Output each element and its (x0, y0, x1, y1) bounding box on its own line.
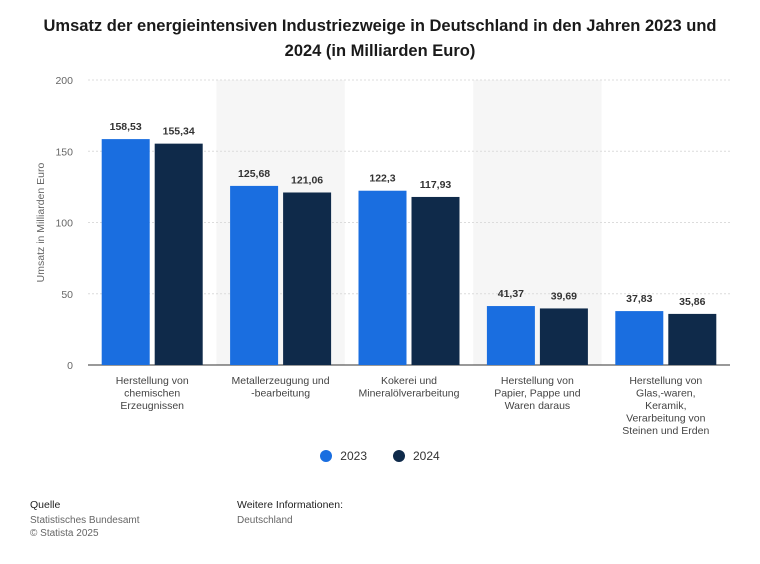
bar-2023-0 (101, 139, 150, 365)
x-tick-label-0-1: chemischen (124, 388, 180, 400)
x-tick-label-0-0: Herstellung von (116, 375, 189, 387)
data-label-2023-2: 122,3 (369, 173, 395, 185)
legend-item-2023[interactable]: 2023 (320, 449, 367, 463)
bar-2024-1 (283, 192, 332, 365)
x-tick-label-2-1: Mineralölverarbeitung (359, 388, 460, 400)
x-tick-label-4-1: Glas,-waren, (636, 388, 696, 400)
legend-item-2024[interactable]: 2024 (393, 449, 440, 463)
y-tick-label-0: 0 (67, 360, 73, 372)
y-tick-label-100: 100 (55, 218, 73, 230)
x-tick-label-3-0: Herstellung von (501, 375, 574, 387)
info-heading: Weitere Informationen: (237, 499, 344, 511)
data-label-2024-2: 117,93 (420, 179, 452, 191)
data-label-2023-3: 41,37 (498, 288, 524, 300)
x-tick-label-4-4: Steinen und Erden (622, 425, 709, 437)
x-tick-label-4-2: Keramik, (645, 400, 686, 412)
x-tick-label-4-3: Verarbeitung von (626, 413, 706, 425)
source-line-1[interactable]: Statistisches Bundesamt (30, 515, 140, 526)
y-tick-label-50: 50 (61, 289, 73, 301)
x-tick-label-1-1: -bearbeitung (251, 388, 310, 400)
info-block: Weitere Informationen: Deutschland (237, 499, 343, 527)
x-tick-label-3-2: Waren daraus (505, 400, 571, 412)
y-tick-label-150: 150 (55, 146, 73, 158)
bar-2023-4 (615, 311, 664, 365)
bar-2023-3 (486, 306, 535, 365)
bar-2024-2 (411, 196, 460, 365)
x-tick-label-1-0: Metallerzeugung und (232, 375, 330, 387)
source-line-2: © Statista 2025 (30, 528, 99, 539)
bar-2024-0 (154, 143, 203, 365)
source-block: Quelle Statistisches Bundesamt © Statist… (30, 499, 140, 540)
bar-2024-3 (539, 308, 588, 365)
bar-2024-4 (668, 313, 717, 365)
data-label-2023-4: 37,83 (626, 293, 652, 305)
x-tick-label-0-2: Erzeugnissen (120, 400, 184, 412)
legend-label-2024: 2024 (413, 449, 440, 463)
data-label-2024-4: 35,86 (679, 296, 705, 308)
y-axis-label: Umsatz in Milliarden Euro (35, 163, 47, 283)
bar-2023-1 (230, 185, 279, 365)
x-tick-label-2-0: Kokerei und (381, 375, 437, 387)
info-line-1: Deutschland (237, 515, 293, 526)
legend-swatch-2023 (320, 450, 333, 462)
legend-label-2023: 2023 (340, 449, 367, 463)
data-label-2024-1: 121,06 (291, 174, 323, 186)
data-label-2024-0: 155,34 (163, 126, 195, 138)
data-label-2024-3: 39,69 (551, 290, 577, 302)
source-heading: Quelle (30, 499, 61, 511)
y-tick-label-200: 200 (55, 75, 73, 87)
data-label-2023-1: 125,68 (238, 168, 270, 180)
chart-title: Umsatz der energieintensiven Industriezw… (43, 17, 717, 60)
data-label-2023-0: 158,53 (110, 121, 142, 133)
x-tick-label-3-1: Papier, Pappe und (494, 388, 581, 400)
legend: 2023 2024 (0, 449, 760, 463)
bar-2023-2 (358, 190, 407, 365)
legend-swatch-2024 (393, 450, 405, 462)
x-tick-label-4-0: Herstellung von (629, 375, 702, 387)
